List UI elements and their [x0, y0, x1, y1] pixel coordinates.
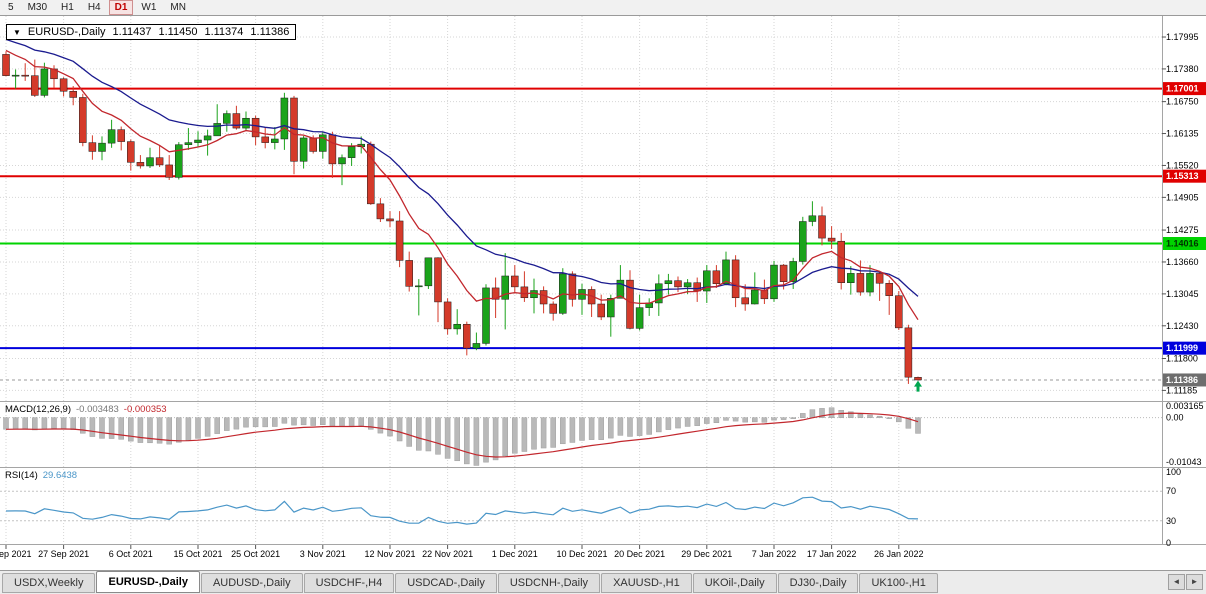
chart-tab-dj30-daily[interactable]: DJ30-,Daily	[777, 573, 859, 593]
timeframe-5[interactable]: 5	[8, 2, 14, 13]
rsi-title: RSI(14)	[5, 470, 38, 481]
svg-text:1.11185: 1.11185	[1166, 385, 1197, 395]
buy-arrow-marker	[914, 380, 922, 392]
macd-axis-label: 0.003165	[1166, 401, 1204, 411]
rsi-axis-label: 30	[1166, 516, 1176, 526]
ohlc-open: 1.11437	[112, 26, 152, 38]
macd-signal-line	[5, 412, 919, 458]
svg-text:17 Sep 2021: 17 Sep 2021	[0, 549, 32, 559]
chart-tabs-bar: USDX,Weekly EURUSD-,Daily AUDUSD-,Daily USD…	[0, 570, 1206, 594]
svg-text:26 Jan 2022: 26 Jan 2022	[874, 549, 924, 559]
svg-text:1.11386: 1.11386	[1166, 375, 1198, 385]
chart-tab-usdx-weekly[interactable]: USDX,Weekly	[2, 573, 96, 593]
rsi-axis-label: 0	[1166, 538, 1171, 548]
chart-tab-usdcad-daily[interactable]: USDCAD-,Daily	[395, 573, 497, 593]
timeframe-w1[interactable]: W1	[141, 2, 157, 13]
svg-text:1.16750: 1.16750	[1166, 97, 1199, 107]
ma-slow-line	[5, 38, 919, 297]
price-badge-1.15313: 1.15313	[1163, 169, 1206, 183]
tab-scroll-left-icon[interactable]: ◄	[1168, 574, 1185, 590]
svg-text:1.15520: 1.15520	[1166, 160, 1199, 170]
chart-tab-eurusd-daily[interactable]: EURUSD-,Daily	[96, 571, 200, 593]
current-price-badge: 1.11386	[1163, 373, 1206, 387]
rsi-line	[5, 496, 919, 525]
ma-fast-line	[5, 49, 919, 321]
ohlc-high: 1.11450	[158, 26, 198, 38]
chart-tab-ukoil-daily[interactable]: UKOil-,Daily	[692, 573, 777, 593]
svg-text:1.17001: 1.17001	[1166, 84, 1199, 94]
price-badge-1.14016: 1.14016	[1163, 236, 1206, 250]
svg-text:22 Nov 2021: 22 Nov 2021	[422, 549, 473, 559]
svg-text:10 Dec 2021: 10 Dec 2021	[556, 549, 607, 559]
timeframe-h1[interactable]: H1	[61, 2, 74, 13]
timeframe-toolbar: 5 M30 H1 H4 D1 W1 MN	[0, 0, 1206, 16]
chart-tab-xauusd-h1[interactable]: XAUUSD-,H1	[601, 573, 692, 593]
svg-text:1 Dec 2021: 1 Dec 2021	[492, 549, 538, 559]
svg-text:15 Oct 2021: 15 Oct 2021	[173, 549, 222, 559]
svg-text:1.15313: 1.15313	[1166, 171, 1199, 181]
svg-text:1.17995: 1.17995	[1166, 32, 1199, 42]
macd-indicator-label: MACD(12,26,9) -0.003483 -0.000353	[5, 404, 167, 415]
timeframe-d1[interactable]: D1	[108, 0, 134, 15]
svg-text:3 Nov 2021: 3 Nov 2021	[300, 549, 346, 559]
chart-canvas[interactable]: 1.17995 1.17380 1.16750 1.16135 1.15520 1.149…	[0, 0, 1206, 570]
svg-text:1.13660: 1.13660	[1166, 257, 1199, 267]
price-badge-1.11999: 1.11999	[1163, 341, 1206, 355]
svg-text:7 Jan 2022: 7 Jan 2022	[752, 549, 797, 559]
symbol-ohlc-header: ▼ EURUSD-,Daily 1.11437 1.11450 1.11374 …	[6, 24, 297, 40]
svg-text:1.11999: 1.11999	[1166, 343, 1198, 353]
macd-axis-label: -0.01043	[1166, 457, 1202, 467]
macd-histogram	[3, 407, 921, 466]
rsi-axis-label: 100	[1166, 467, 1181, 477]
tab-scroll-right-icon[interactable]: ►	[1186, 574, 1203, 590]
ohlc-low: 1.11374	[204, 26, 244, 38]
tab-scrollbar: ◄ ►	[1165, 574, 1206, 594]
chart-tab-usdcnh-daily[interactable]: USDCNH-,Daily	[497, 573, 601, 593]
rsi-indicator-label: RSI(14) 29.6438	[5, 470, 77, 481]
svg-text:29 Dec 2021: 29 Dec 2021	[681, 549, 732, 559]
svg-text:1.11800: 1.11800	[1166, 353, 1198, 363]
timeframe-mn[interactable]: MN	[170, 2, 186, 13]
svg-text:6 Oct 2021: 6 Oct 2021	[109, 549, 153, 559]
price-badge-1.17001: 1.17001	[1163, 82, 1206, 96]
symbol-name: EURUSD-,Daily	[27, 26, 106, 38]
symbol-marker-icon[interactable]: ▼	[13, 27, 21, 37]
rsi-axis-label: 70	[1166, 486, 1176, 496]
timeframe-h4[interactable]: H4	[87, 2, 101, 13]
ohlc-close: 1.11386	[250, 26, 290, 38]
svg-text:1.14275: 1.14275	[1166, 225, 1199, 235]
chart-tab-uk100-h1[interactable]: UK100-,H1	[859, 573, 938, 593]
svg-text:25 Oct 2021: 25 Oct 2021	[231, 549, 280, 559]
svg-text:12 Nov 2021: 12 Nov 2021	[364, 549, 415, 559]
chart-tab-audusd-daily[interactable]: AUDUSD-,Daily	[200, 573, 303, 593]
svg-text:1.13045: 1.13045	[1166, 289, 1199, 299]
svg-text:1.17380: 1.17380	[1166, 64, 1199, 74]
svg-text:27 Sep 2021: 27 Sep 2021	[38, 549, 89, 559]
svg-text:1.16135: 1.16135	[1166, 129, 1199, 139]
svg-text:1.14016: 1.14016	[1166, 238, 1199, 248]
svg-text:17 Jan 2022: 17 Jan 2022	[807, 549, 857, 559]
svg-text:1.14905: 1.14905	[1166, 192, 1199, 202]
macd-title: MACD(12,26,9)	[5, 404, 71, 415]
rsi-value: 29.6438	[42, 470, 78, 481]
svg-text:1.12430: 1.12430	[1166, 321, 1199, 331]
macd-axis-label: 0.00	[1166, 413, 1184, 423]
horizontal-level-lines	[0, 87, 1162, 350]
timeframe-m30[interactable]: M30	[27, 2, 48, 13]
macd-value-main: -0.003483	[76, 404, 119, 415]
price-axis[interactable]: 1.17995 1.17380 1.16750 1.16135 1.15520 1.149…	[1162, 32, 1206, 395]
macd-value-signal: -0.000353	[123, 404, 167, 415]
chart-tab-usdchf-h4[interactable]: USDCHF-,H4	[303, 573, 395, 593]
svg-text:20 Dec 2021: 20 Dec 2021	[614, 549, 665, 559]
time-axis[interactable]: 17 Sep 2021 27 Sep 2021 6 Oct 2021 15 Oct 2…	[0, 545, 924, 559]
